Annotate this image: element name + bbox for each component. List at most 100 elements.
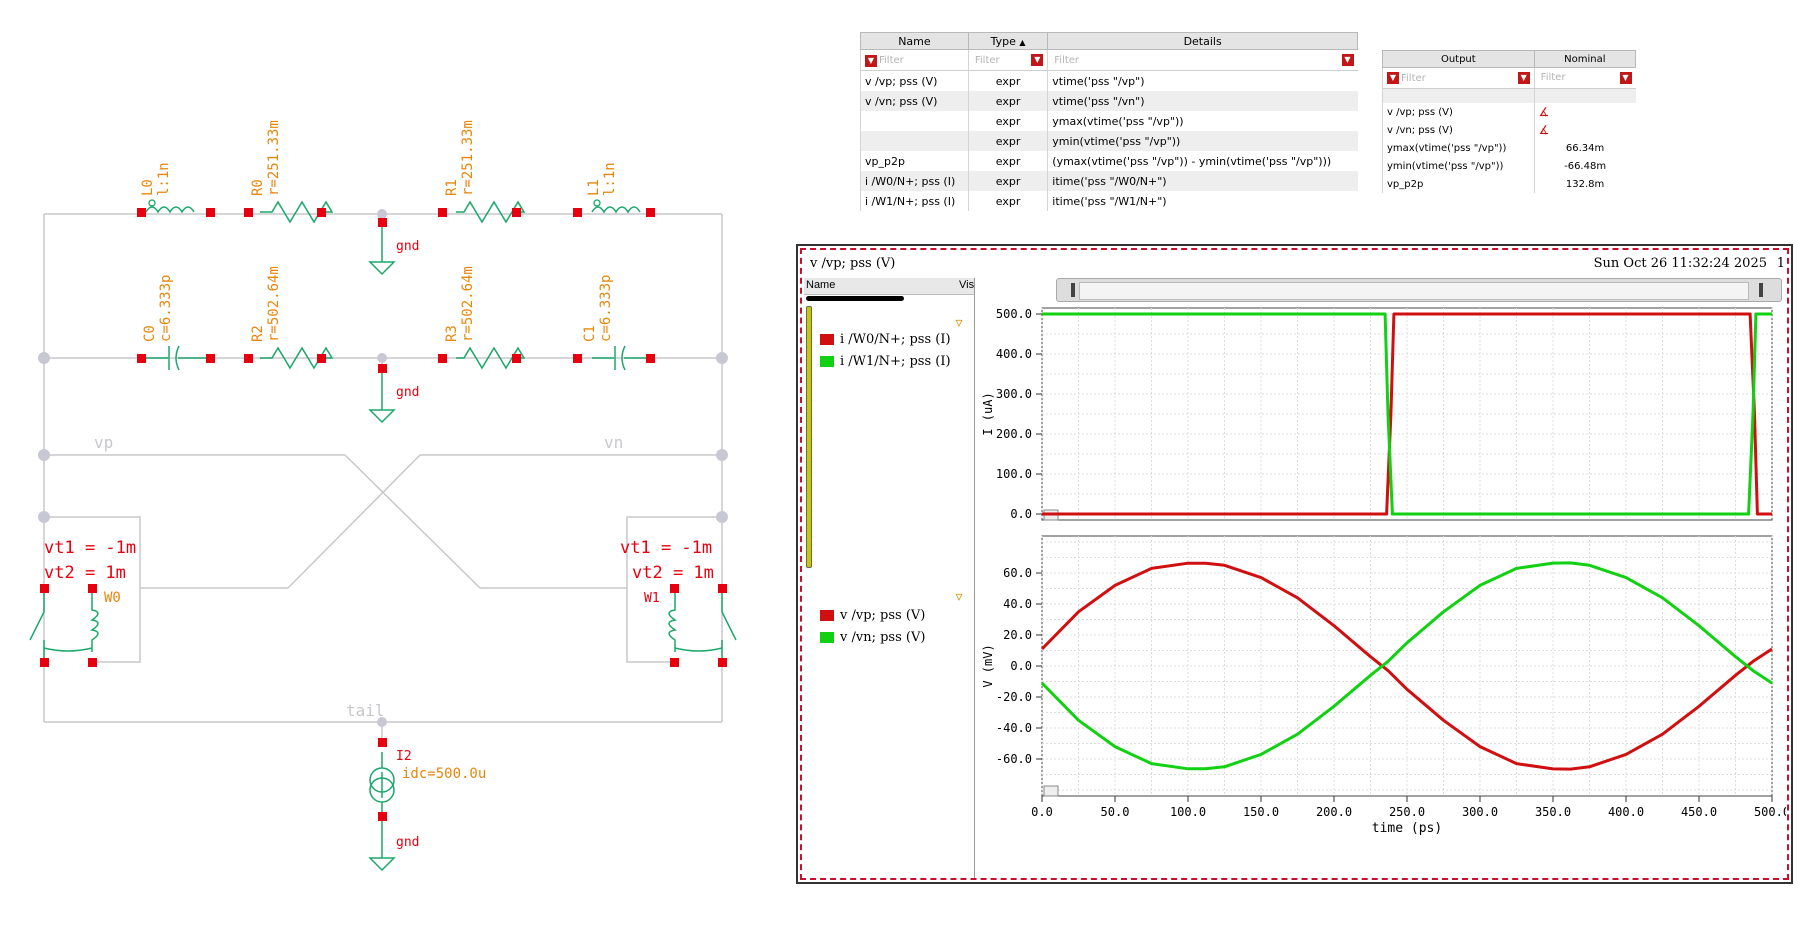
R1-value: r=251.33m xyxy=(460,120,476,196)
filter-dropdown-icon[interactable]: ▼ xyxy=(1031,53,1044,66)
table-row[interactable]: expr ymin(vtime('pss "/vp")) xyxy=(860,131,1358,151)
R2-value: r=502.64m xyxy=(266,266,282,342)
filter-icon[interactable]: ▿ xyxy=(955,314,963,330)
y-axis-label: I (uA) xyxy=(981,392,995,435)
y-tick-label: 20.0 xyxy=(1003,628,1032,642)
header-nominal[interactable]: Nominal xyxy=(1533,50,1637,68)
y-tick-label: 40.0 xyxy=(1003,597,1032,611)
table-row[interactable]: v /vp; pss (V) ∡ xyxy=(1382,103,1636,121)
x-axis-label: time (ps) xyxy=(1372,821,1442,836)
outputs-table: Name Type ▲ Details ▼ Filter Filter ▼ Filt… xyxy=(860,32,1358,211)
x-tick-label: 50.0 xyxy=(1101,805,1130,819)
expand-button xyxy=(1043,785,1059,797)
table-row[interactable]: i /W1/N+; pss (I) expr itime('pss "/W1/N+"… xyxy=(860,191,1358,211)
waveform-window: v /vp; pss (V) Sun Oct 26 11:32:24 2025 … xyxy=(796,244,1793,884)
table-row[interactable]: vp_p2p 132.8m xyxy=(1382,175,1636,193)
y-tick-label: 0.0 xyxy=(1010,507,1032,521)
type-filter[interactable]: Filter ▼ xyxy=(967,49,1048,71)
filter-dropdown-icon[interactable]: ▼ xyxy=(1619,72,1632,84)
x-tick-label: 100.0 xyxy=(1170,805,1206,819)
series-line-1 xyxy=(1040,561,1773,771)
nominal-filter[interactable]: Filter ▼ xyxy=(1533,67,1636,89)
y-tick-label: 100.0 xyxy=(996,467,1032,481)
net-vn: vn xyxy=(604,433,623,452)
R0-value: r=251.33m xyxy=(266,120,282,196)
filter-icon[interactable]: ▿ xyxy=(955,588,963,604)
legend-item-vp[interactable]: v /vp; pss (V) xyxy=(820,608,925,623)
table-row[interactable]: v /vp; pss (V) expr vtime('pss "/vp") xyxy=(860,70,1358,91)
C0-value: c=6.333p xyxy=(158,275,174,342)
R3-name: R3 xyxy=(444,325,460,342)
filter-dropdown-icon[interactable]: ▼ xyxy=(1517,72,1530,84)
zoom-strip[interactable] xyxy=(1056,278,1782,302)
filter-dropdown-icon[interactable]: ▼ xyxy=(865,54,877,67)
header-name[interactable]: Name xyxy=(860,32,969,50)
L1-name: L1 xyxy=(586,179,602,196)
results-table: Output Nominal ▼ Filter ▼ Filter ▼ v /vp; p… xyxy=(1382,50,1637,193)
y-axis-label: V (mV) xyxy=(981,644,995,687)
table-row[interactable]: v /vn; pss (V) expr vtime('pss "/vn") xyxy=(860,91,1358,111)
C1-name: C1 xyxy=(582,325,598,342)
table-row[interactable]: i /W0/N+; pss (I) expr itime('pss "/W0/N+"… xyxy=(860,171,1358,191)
table-row[interactable]: expr ymax(vtime('pss "/vp")) xyxy=(860,111,1358,131)
filter-dropdown-icon[interactable]: ▼ xyxy=(1387,72,1399,84)
filter-dropdown-icon[interactable]: ▼ xyxy=(1341,53,1354,66)
output-filter[interactable]: ▼ Filter ▼ xyxy=(1382,67,1535,89)
table-row[interactable]: vp_p2p expr (ymax(vtime('pss "/vp")) - ymi… xyxy=(860,151,1358,171)
W1-vt2: vt2 = 1m xyxy=(632,563,714,583)
y-tick-label: -60.0 xyxy=(996,752,1032,766)
legend-panel: Name Vis ▿ i /W0/N+; pss (I) i /W1/N+; p… xyxy=(804,278,975,878)
L0-name: L0 xyxy=(140,179,156,196)
y-tick-label: -20.0 xyxy=(996,690,1032,704)
gnd-label-2: gnd xyxy=(396,385,419,400)
gnd-label-3: gnd xyxy=(396,835,419,850)
x-tick-label: 300.0 xyxy=(1462,805,1498,819)
net-tail: tail xyxy=(346,701,385,720)
plot-graph-icon[interactable]: ∡ xyxy=(1538,123,1550,137)
waveform-plot[interactable]: 0.0 100.0 200.0 300.0 400.0 500.0 I (uA) -60.0 -… xyxy=(974,302,1786,862)
y-tick-label: 500.0 xyxy=(996,307,1032,321)
W0-name: W0 xyxy=(104,590,121,606)
details-filter[interactable]: Filter ▼ xyxy=(1047,49,1358,71)
table-row[interactable]: ymax(vtime('pss "/vp")) 66.34m xyxy=(1382,139,1636,157)
legend-scrollbar[interactable] xyxy=(806,306,812,568)
y-tick-label: 400.0 xyxy=(996,347,1032,361)
x-tick-label: 0.0 xyxy=(1031,805,1053,819)
legend-item-w0[interactable]: i /W0/N+; pss (I) xyxy=(820,332,951,347)
legend-item-w1[interactable]: i /W1/N+; pss (I) xyxy=(820,354,951,369)
y-tick-label: -40.0 xyxy=(996,721,1032,735)
x-tick-label: 200.0 xyxy=(1316,805,1352,819)
plot-graph-icon[interactable]: ∡ xyxy=(1538,105,1550,119)
y-tick-label: 0.0 xyxy=(1010,659,1032,673)
legend-header: Name Vis xyxy=(804,278,974,295)
R2-name: R2 xyxy=(250,325,266,342)
R3-value: r=502.64m xyxy=(460,266,476,342)
waveform-timestamp: Sun Oct 26 11:32:24 2025 xyxy=(1593,256,1767,271)
y-tick-label: 200.0 xyxy=(996,427,1032,441)
name-filter[interactable]: ▼ Filter xyxy=(860,49,969,71)
series-line-0 xyxy=(1040,561,1773,771)
zoom-handle-left[interactable] xyxy=(1071,283,1075,297)
table-row[interactable]: v /vn; pss (V) ∡ xyxy=(1382,121,1636,139)
series-line-1 xyxy=(1042,312,1772,516)
header-details[interactable]: Details xyxy=(1047,32,1358,50)
W1-vt1: vt1 = -1m xyxy=(620,538,712,558)
y-tick-label: 60.0 xyxy=(1003,566,1032,580)
schematic: L0 l:1n R0 r=251.33m R1 r=251.33m L1 l:1… xyxy=(29,120,737,872)
corner-label: 1 xyxy=(1776,256,1785,271)
I2-name: I2 xyxy=(396,749,412,764)
header-output[interactable]: Output xyxy=(1382,50,1535,68)
zoom-handle-right[interactable] xyxy=(1759,283,1763,297)
R0-name: R0 xyxy=(250,179,266,196)
x-tick-label: 350.0 xyxy=(1535,805,1571,819)
legend-item-vn[interactable]: v /vn; pss (V) xyxy=(820,630,925,645)
W1-name: W1 xyxy=(644,591,660,606)
table-row[interactable]: ymin(vtime('pss "/vp")) -66.48m xyxy=(1382,157,1636,175)
C0-name: C0 xyxy=(142,325,158,342)
gnd-label-1: gnd xyxy=(396,239,419,254)
x-tick-label: 150.0 xyxy=(1243,805,1279,819)
header-type[interactable]: Type ▲ xyxy=(967,32,1049,50)
waveform-title: v /vp; pss (V) xyxy=(810,256,896,271)
R1-name: R1 xyxy=(444,179,460,196)
C1-value: c=6.333p xyxy=(598,275,614,342)
